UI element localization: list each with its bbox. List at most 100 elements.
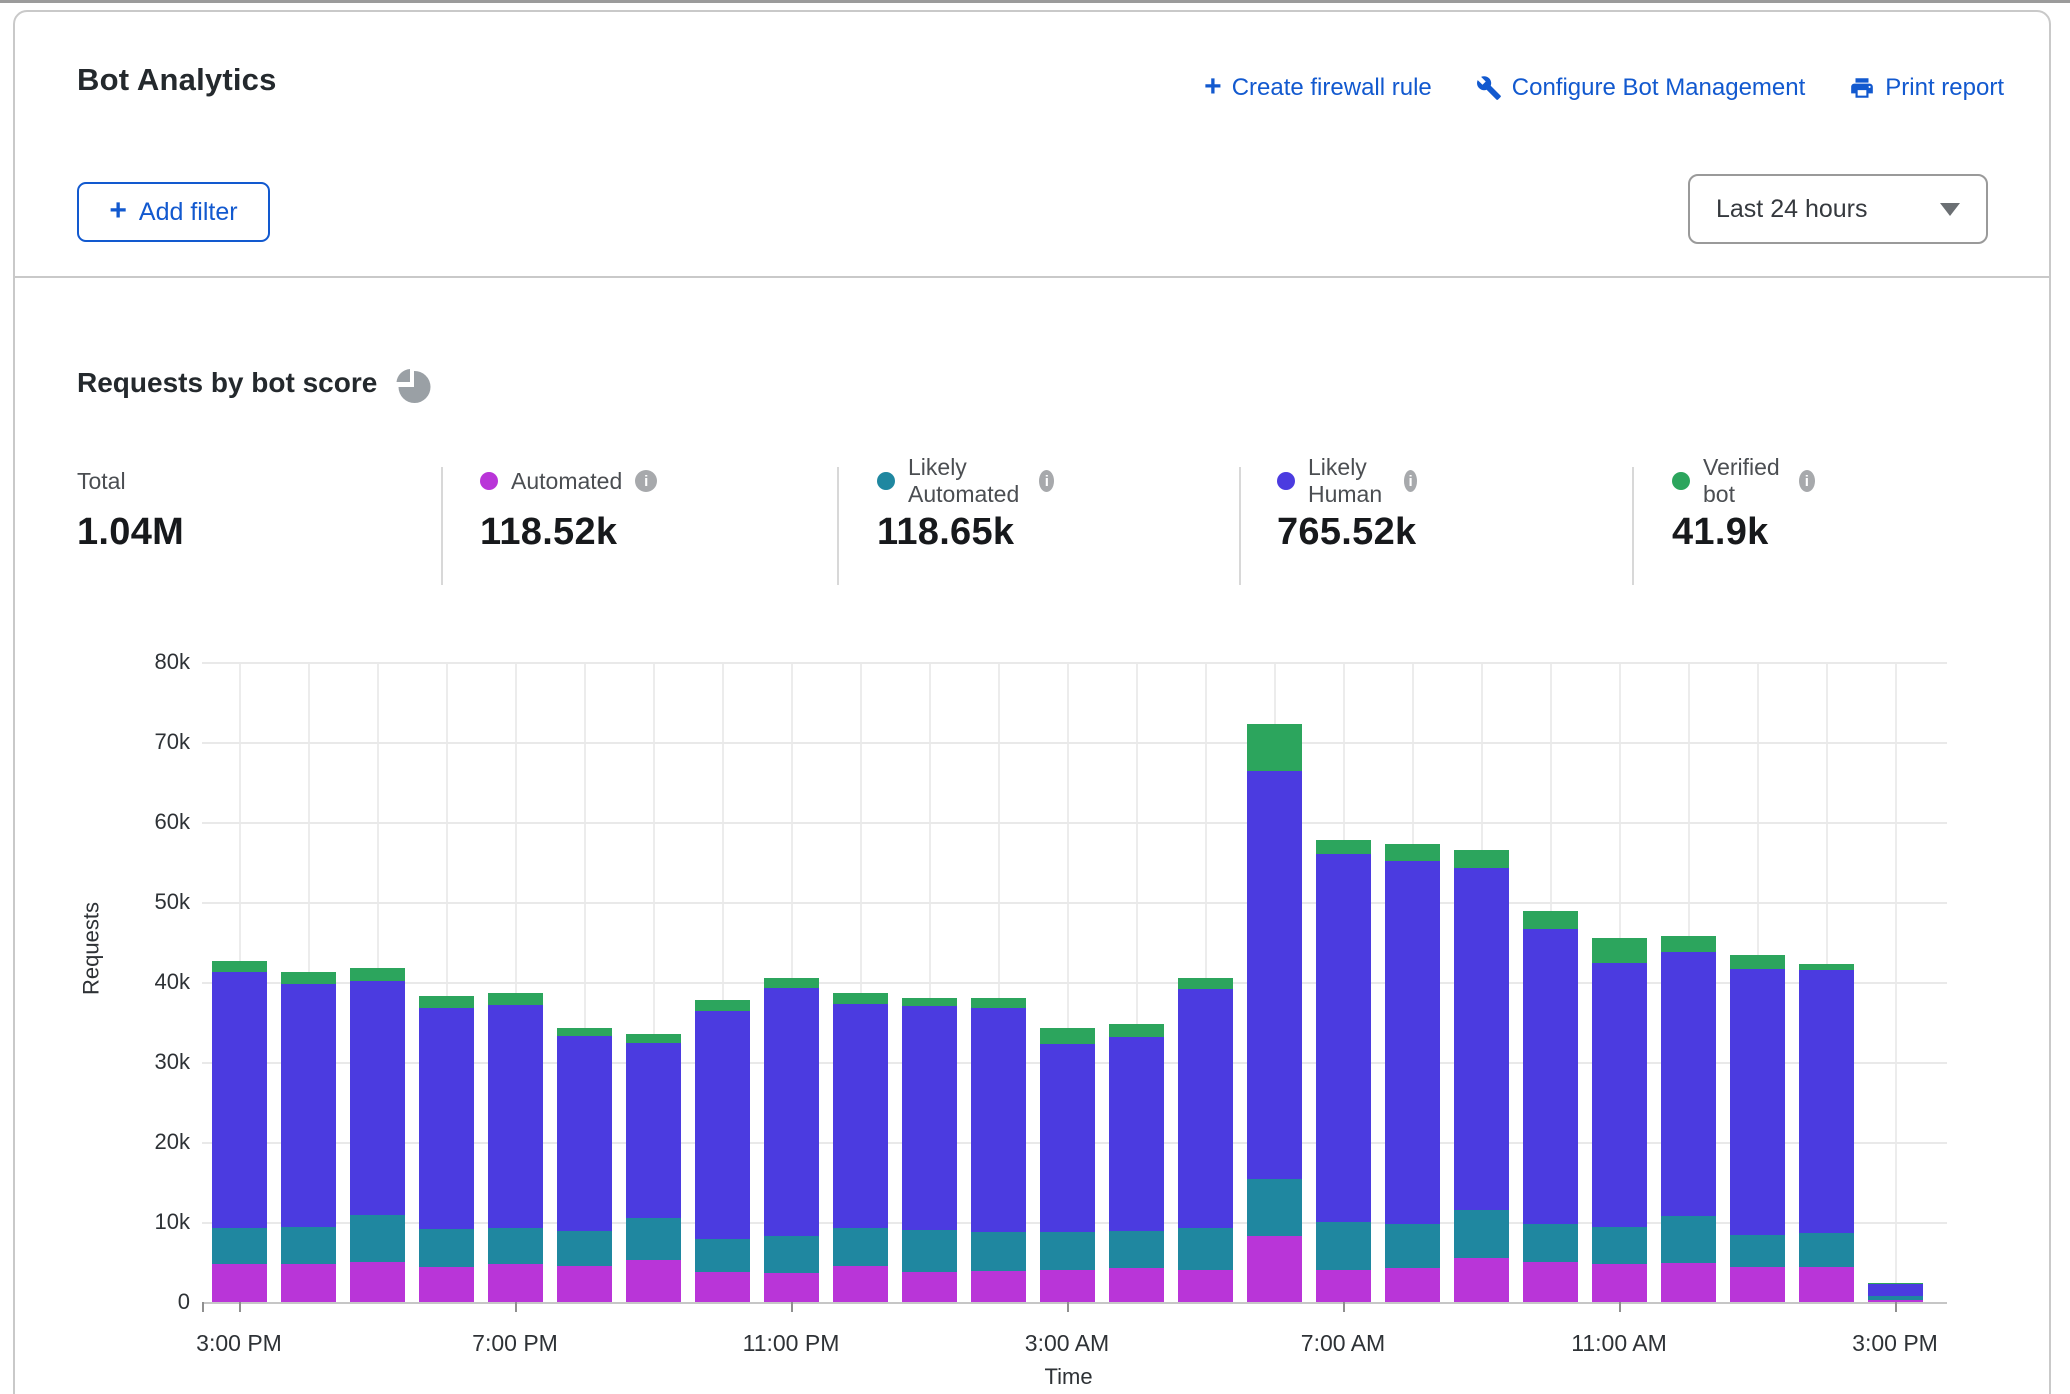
bar-segment-verified-bot[interactable] — [1453, 850, 1509, 868]
bar-segment-likely-human[interactable] — [556, 1036, 612, 1231]
bar-segment-likely-automated[interactable] — [1246, 1178, 1302, 1236]
bar-segment-likely-automated[interactable] — [1384, 1223, 1440, 1269]
bar-segment-verified-bot[interactable] — [970, 998, 1026, 1008]
bar-segment-verified-bot[interactable] — [1660, 936, 1716, 953]
bar-segment-verified-bot[interactable] — [1384, 843, 1440, 862]
bar-segment-verified-bot[interactable] — [1246, 723, 1302, 771]
info-icon[interactable]: i — [1039, 470, 1055, 492]
bar-segment-likely-human[interactable] — [1039, 1044, 1095, 1232]
bar-segment-likely-human[interactable] — [832, 1004, 888, 1228]
bar-segment-likely-human[interactable] — [1729, 969, 1785, 1235]
bar-segment-verified-bot[interactable] — [1798, 963, 1854, 970]
bar-segment-automated[interactable] — [625, 1259, 681, 1302]
bar-segment-automated[interactable] — [556, 1266, 612, 1302]
bar-segment-likely-human[interactable] — [1591, 962, 1647, 1227]
bar-segment-automated[interactable] — [1591, 1263, 1647, 1302]
bar-segment-likely-human[interactable] — [1867, 1283, 1923, 1297]
bar-segment-automated[interactable] — [832, 1266, 888, 1302]
bar-segment-likely-human[interactable] — [280, 983, 336, 1227]
bar-segment-verified-bot[interactable] — [1729, 954, 1785, 970]
bar-segment-likely-automated[interactable] — [1039, 1231, 1095, 1270]
bar-segment-likely-automated[interactable] — [487, 1227, 543, 1264]
bar-segment-automated[interactable] — [349, 1262, 405, 1302]
bar-segment-likely-automated[interactable] — [970, 1231, 1026, 1271]
bar-segment-likely-human[interactable] — [1177, 989, 1233, 1228]
bar-segment-likely-human[interactable] — [901, 1006, 957, 1230]
bar-segment-likely-human[interactable] — [694, 1010, 750, 1239]
bar-segment-automated[interactable] — [1453, 1258, 1509, 1302]
bar-segment-likely-human[interactable] — [418, 1007, 474, 1230]
bar-segment-automated[interactable] — [1108, 1267, 1164, 1302]
bar-segment-likely-automated[interactable] — [1177, 1227, 1233, 1270]
bar-segment-likely-automated[interactable] — [1522, 1224, 1578, 1262]
info-icon[interactable]: i — [1798, 470, 1815, 492]
bar-segment-verified-bot[interactable] — [1039, 1027, 1095, 1045]
bar-segment-automated[interactable] — [418, 1266, 474, 1302]
bar-segment-verified-bot[interactable] — [901, 998, 957, 1006]
bar-segment-likely-human[interactable] — [1798, 970, 1854, 1234]
bar-segment-likely-automated[interactable] — [1867, 1296, 1923, 1300]
bar-segment-verified-bot[interactable] — [211, 961, 267, 973]
bar-segment-verified-bot[interactable] — [625, 1034, 681, 1043]
time-range-dropdown[interactable]: Last 24 hours — [1688, 174, 1988, 244]
bar-segment-verified-bot[interactable] — [1177, 978, 1233, 990]
bar-segment-likely-human[interactable] — [1660, 952, 1716, 1217]
bar-segment-likely-automated[interactable] — [1660, 1216, 1716, 1263]
bar-segment-automated[interactable] — [1246, 1235, 1302, 1302]
bar-segment-verified-bot[interactable] — [280, 972, 336, 984]
info-icon[interactable]: i — [635, 470, 658, 492]
bar-segment-automated[interactable] — [1039, 1270, 1095, 1302]
bar-segment-verified-bot[interactable] — [487, 993, 543, 1006]
bar-segment-likely-human[interactable] — [625, 1042, 681, 1218]
bar-segment-likely-automated[interactable] — [418, 1229, 474, 1267]
bar-segment-likely-automated[interactable] — [1729, 1234, 1785, 1267]
bar-segment-verified-bot[interactable] — [832, 993, 888, 1005]
bar-segment-likely-automated[interactable] — [349, 1214, 405, 1262]
bar-segment-likely-human[interactable] — [1108, 1037, 1164, 1231]
bar-segment-verified-bot[interactable] — [349, 968, 405, 982]
bar-segment-automated[interactable] — [694, 1271, 750, 1302]
bar-segment-verified-bot[interactable] — [1108, 1024, 1164, 1038]
bar-segment-automated[interactable] — [487, 1263, 543, 1302]
bar-segment-likely-automated[interactable] — [832, 1227, 888, 1266]
bar-segment-likely-human[interactable] — [1246, 770, 1302, 1179]
bar-segment-likely-human[interactable] — [487, 1005, 543, 1228]
bar-segment-automated[interactable] — [1177, 1270, 1233, 1302]
bar-segment-verified-bot[interactable] — [1522, 910, 1578, 930]
bar-segment-likely-automated[interactable] — [1315, 1222, 1371, 1270]
configure-bot-management-link[interactable]: Configure Bot Management — [1476, 74, 1805, 102]
bar-segment-likely-human[interactable] — [349, 981, 405, 1215]
bar-segment-likely-human[interactable] — [1315, 854, 1371, 1222]
bar-segment-automated[interactable] — [1522, 1262, 1578, 1302]
bar-segment-likely-automated[interactable] — [556, 1230, 612, 1266]
bar-segment-verified-bot[interactable] — [1315, 840, 1371, 854]
create-firewall-rule-link[interactable]: + Create firewall rule — [1204, 71, 1432, 102]
bar-segment-likely-human[interactable] — [1522, 929, 1578, 1225]
bar-segment-automated[interactable] — [1660, 1262, 1716, 1302]
print-report-link[interactable]: Print report — [1849, 74, 2004, 102]
bar-segment-likely-automated[interactable] — [694, 1238, 750, 1272]
bar-segment-likely-human[interactable] — [970, 1007, 1026, 1232]
bar-segment-likely-automated[interactable] — [763, 1235, 819, 1274]
bar-segment-likely-human[interactable] — [1384, 861, 1440, 1224]
bar-segment-verified-bot[interactable] — [556, 1027, 612, 1037]
info-icon[interactable]: i — [1404, 470, 1418, 492]
bar-segment-automated[interactable] — [1729, 1266, 1785, 1302]
bar-segment-verified-bot[interactable] — [1867, 1282, 1923, 1284]
add-filter-button[interactable]: + Add filter — [77, 182, 270, 242]
bar-segment-automated[interactable] — [1315, 1270, 1371, 1302]
bar-segment-likely-automated[interactable] — [211, 1228, 267, 1265]
bar-segment-verified-bot[interactable] — [418, 995, 474, 1008]
bar-segment-likely-human[interactable] — [1453, 867, 1509, 1210]
bar-segment-likely-automated[interactable] — [280, 1226, 336, 1265]
bar-segment-verified-bot[interactable] — [694, 1000, 750, 1011]
bar-segment-verified-bot[interactable] — [763, 978, 819, 989]
bar-segment-automated[interactable] — [280, 1264, 336, 1302]
bar-segment-likely-automated[interactable] — [1108, 1230, 1164, 1268]
bar-segment-likely-automated[interactable] — [901, 1230, 957, 1273]
bar-segment-likely-automated[interactable] — [1591, 1226, 1647, 1264]
bar-segment-automated[interactable] — [970, 1270, 1026, 1302]
bar-segment-automated[interactable] — [1384, 1268, 1440, 1302]
bar-segment-verified-bot[interactable] — [1591, 938, 1647, 963]
bar-segment-automated[interactable] — [1867, 1299, 1923, 1302]
